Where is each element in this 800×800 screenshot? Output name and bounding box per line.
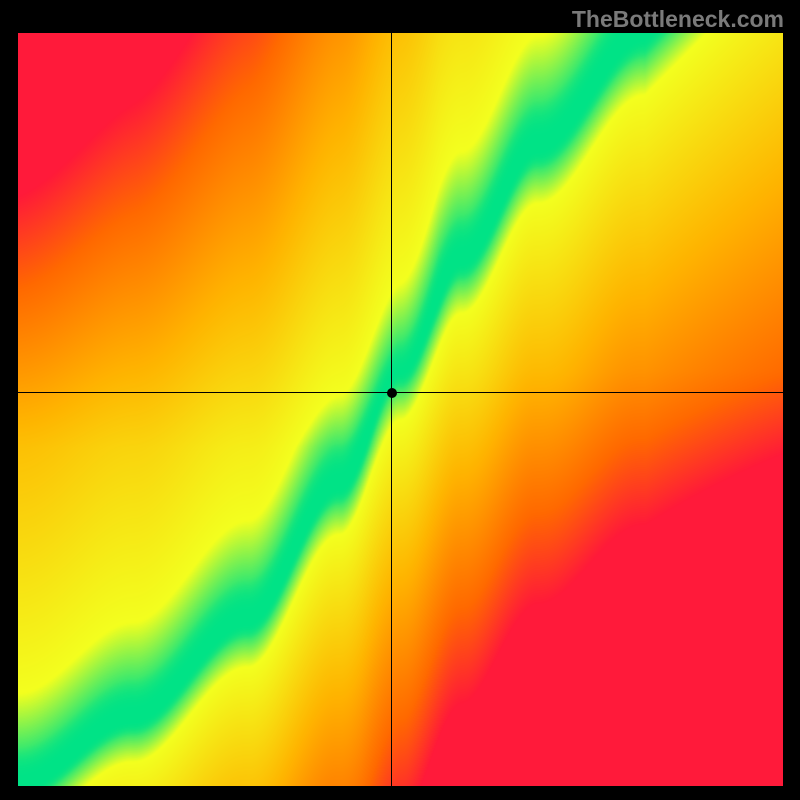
- crosshair-horizontal: [18, 392, 783, 393]
- crosshair-marker: [387, 388, 397, 398]
- bottleneck-heatmap: [18, 33, 783, 786]
- watermark-text: TheBottleneck.com: [572, 6, 784, 33]
- crosshair-vertical: [391, 33, 392, 786]
- chart-container: TheBottleneck.com: [0, 0, 800, 800]
